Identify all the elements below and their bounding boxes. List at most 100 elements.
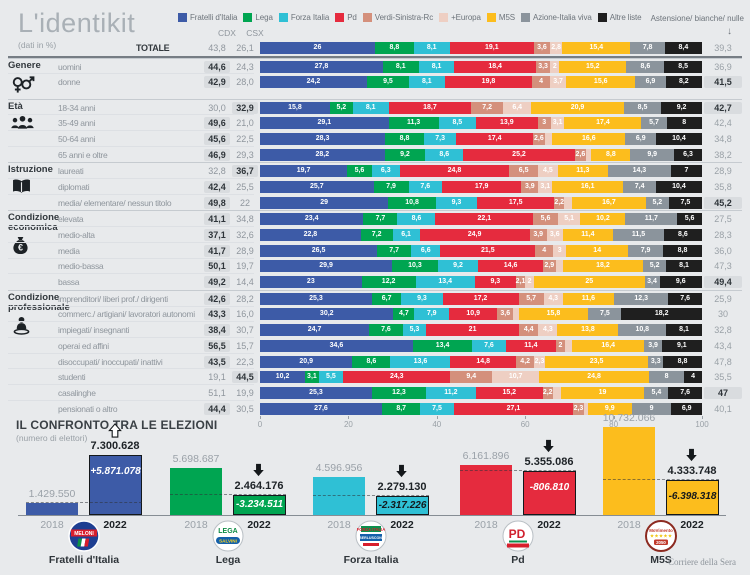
bar-segment: 9,3: [401, 292, 443, 305]
bar-segment-label: 20,9: [570, 103, 585, 111]
bar-segment: 8,1: [382, 60, 419, 73]
decrease-arrow-icon: [542, 439, 556, 454]
bar-segment-label: 29,9: [319, 262, 333, 270]
bar-segment: 10,3: [392, 260, 438, 273]
bar-segment-label: 17,5: [508, 198, 523, 206]
bar-segment-label: 8,1: [421, 78, 432, 86]
demographic-group: Età 18-34 anni 30,0 32,9 15,8 5,2 8,1 18,7 7,2 6,…: [8, 98, 742, 163]
bar-segment-label: 27,6: [314, 404, 328, 412]
bar-segment: 6,9: [635, 76, 666, 89]
bar-segment-label: 13,8: [581, 326, 595, 334]
bar-segment-label: 7,5: [680, 198, 691, 206]
group-rows: 18-34 anni 30,0 32,9 15,8 5,2 8,1 18,7 7,2 6,4 20…: [8, 100, 742, 163]
bar-segment: 5,7: [518, 292, 544, 305]
demographic-group: Genere uomini 44,6 24,3 27,8 8,1 8,1 18,4 3,3 2 15…: [8, 57, 742, 99]
row-label: elevata: [58, 214, 84, 225]
bar-segment: 25,3: [260, 386, 372, 399]
bar-segment-label: 7,7: [375, 215, 386, 223]
bar-segment: 7,9: [414, 308, 450, 321]
bar-segment-label: 7,6: [680, 294, 690, 302]
group-rows: TOTALE 43,8 26,1 26 8,8 8,1 19,1 3,6 2,8 15,4 7,8 8…: [58, 40, 742, 56]
bar-segment: 15,2: [475, 386, 543, 399]
bar-segment-label: 4: [691, 373, 696, 381]
stacked-bar: 19,7 5,6 6,3 24,8 6,5 4,5 11,3 14,3 7: [260, 165, 702, 178]
bar-segment-label: 4,3: [548, 294, 559, 302]
csx-value: 30,7: [236, 325, 254, 336]
value-2022: 5.355.086: [524, 456, 574, 469]
bar-2022: -806.810: [523, 471, 576, 515]
year-label-2022: 2022: [537, 519, 561, 531]
value-2022: 4.333.748: [667, 464, 717, 477]
bar-segment: 29,9: [260, 260, 393, 273]
csx-value: 26,1: [236, 42, 254, 53]
x-axis-ticks: 0 20 40 60 80 100: [258, 416, 709, 430]
cdx-column-header: CDX: [218, 28, 236, 38]
row-label: operai ed affini: [58, 340, 109, 351]
bar-segment-label: 5,6: [354, 167, 365, 175]
demographic-row: 65 anni e oltre 46,9 29,3 28,2 9,2 8,6 25,2 2,6…: [58, 147, 742, 163]
bar-2022: -3.234.511: [233, 494, 286, 515]
bar-segment: 8: [648, 371, 685, 384]
bar-segment: 6,4: [503, 101, 532, 114]
bar-segment-label: 25: [585, 278, 594, 286]
bar-segment: 6,3: [371, 165, 400, 178]
source-credit: Corriere della Sera: [668, 557, 736, 567]
group-rows: imprenditori/ liberi prof./ dirigenti 42,…: [8, 291, 742, 417]
bar-segment-label: 10,4: [672, 182, 686, 190]
group-label: Età: [8, 100, 23, 112]
abstention-value: 41,5: [704, 76, 742, 89]
bar-segment: 30,2: [260, 308, 394, 321]
abstention-value: 39,3: [714, 42, 732, 53]
demographic-row: commerc./ artigiani/ lavoratori autonomi…: [8, 307, 742, 323]
bar-segment-label: 3,9: [533, 231, 544, 238]
stacked-bar: 34,6 13,4 7,6 11,4 2 16,4 3,9 9,1: [260, 339, 702, 352]
bar-segment: 22,8: [260, 229, 361, 241]
row-label: uomini: [58, 61, 82, 72]
bar-segment: 12,2: [361, 276, 416, 289]
bar-segment-label: 8,6: [411, 215, 422, 223]
bar-segment: 2,6: [533, 132, 545, 145]
bar-segment: 24,8: [399, 165, 510, 178]
bar-segment: 8,1: [408, 76, 445, 89]
bar-segment-label: 28,3: [315, 134, 330, 142]
stacked-bar: 27,8 8,1 8,1 18,4 3,3 2 15,2 8,6 8,5: [260, 60, 702, 73]
group-label: Genere: [8, 59, 41, 71]
bar-segment-label: 8,8: [677, 357, 688, 365]
bar-segment-label: 22,1: [477, 215, 492, 223]
bar-segment-label: 7,8: [642, 43, 653, 51]
difference-label: -2.317.226: [378, 500, 427, 512]
bar-segment: 17,9: [442, 180, 522, 193]
bar-segment-label: 7: [684, 167, 689, 175]
cdx-value: 45,6: [204, 132, 230, 145]
bar-segment: 2: [550, 60, 560, 73]
year-label-2022: 2022: [247, 519, 271, 531]
bar-segment: 2,6: [574, 148, 587, 161]
group-label: Condizione economica: [8, 212, 60, 234]
group-rows: uomini 44,6 24,3 27,8 8,1 8,1 18,4 3,3 2 15,2 8,6 8…: [8, 59, 742, 99]
stacked-bar: 30,2 4,7 7,9 10,9 3,6 15,8 7,5 18,2: [260, 308, 702, 321]
decrease-arrow-icon: [395, 464, 409, 479]
abstention-value: 36,9: [714, 61, 732, 72]
legend-swatch-icon: [486, 13, 496, 22]
cdx-value: 50,1: [204, 260, 230, 273]
bar-segment: 9,4: [450, 371, 492, 384]
bar-segment-label: 9,1: [676, 341, 687, 349]
page-title: L'identikit: [18, 8, 136, 38]
bar-segment-label: 7,4: [634, 182, 645, 190]
bar-segment: 11,4: [562, 229, 614, 241]
book-icon: [10, 178, 58, 199]
bar-segment-label: 8,1: [679, 262, 689, 270]
bar-segment: 25: [534, 276, 645, 289]
bar-segment-label: 3,3: [538, 62, 548, 70]
legend-swatch-icon: [439, 13, 449, 22]
bar-segment-label: 10,8: [405, 198, 419, 206]
legend-swatch-icon: [362, 13, 372, 22]
party-name: Fratelli d'Italia: [48, 554, 120, 566]
row-label: diplomati: [58, 181, 90, 192]
svg-text:BERLUSCONI: BERLUSCONI: [359, 536, 383, 540]
bar-segment-label: 3,7: [553, 78, 563, 86]
stacked-bar: 28,3 8,8 7,3 17,4 2,6 16,6 6,9 10,4: [260, 132, 702, 145]
legend-item: Verdi-Sinistra-Rc: [362, 13, 433, 22]
data-unit-note: (dati in %): [18, 40, 57, 50]
bar-segment: [564, 339, 572, 352]
